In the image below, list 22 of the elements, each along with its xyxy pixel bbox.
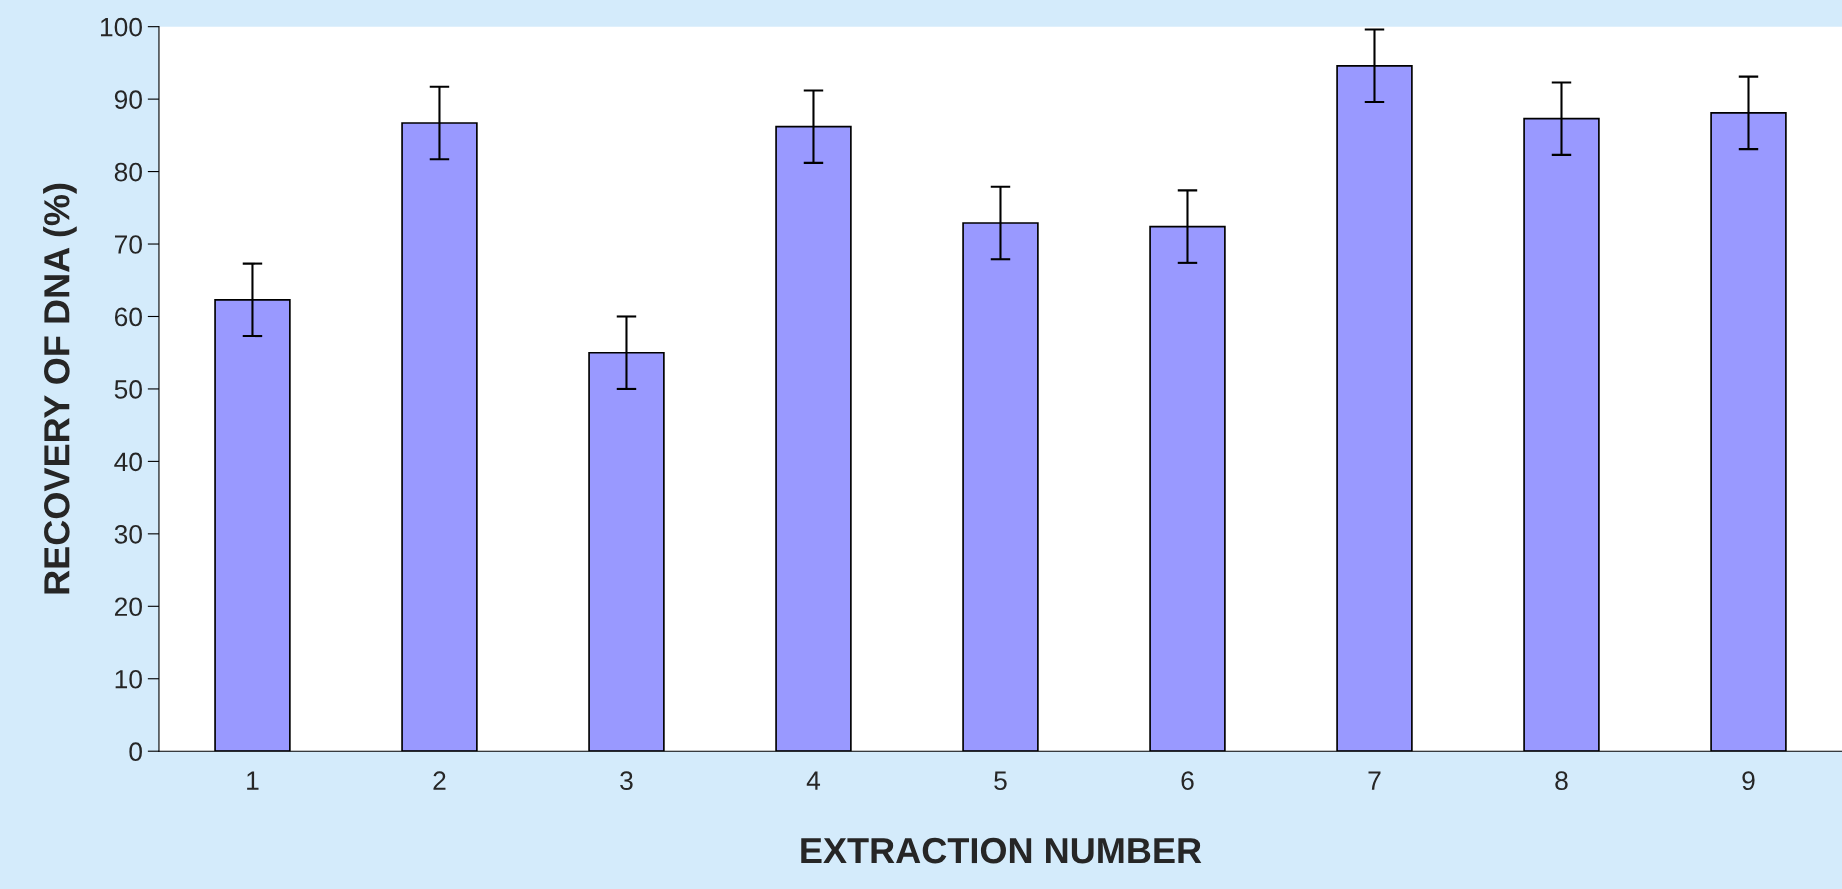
x-tick-label: 5 bbox=[994, 771, 1007, 791]
y-tick-label: 90 bbox=[114, 90, 142, 109]
y-tick-label: 70 bbox=[115, 235, 142, 254]
y-tick-label: 20 bbox=[114, 597, 142, 617]
x-tick-label: 7 bbox=[1368, 771, 1381, 790]
y-tick-label: 80 bbox=[114, 162, 142, 182]
y-tick-label: 100 bbox=[100, 17, 142, 37]
y-tick-label: 60 bbox=[114, 307, 142, 327]
x-tick-label: 1 bbox=[247, 771, 259, 790]
y-tick-label: 10 bbox=[115, 669, 142, 689]
y-tick-label: 30 bbox=[114, 524, 142, 544]
x-tick-label: 9 bbox=[1742, 771, 1755, 791]
x-tick-label: 6 bbox=[1181, 771, 1194, 791]
y-tick-label: 0 bbox=[129, 742, 142, 762]
x-tick-label: 8 bbox=[1555, 771, 1568, 791]
x-tick-label: 3 bbox=[620, 771, 633, 791]
y-tick-label: 40 bbox=[114, 452, 142, 472]
y-tick-label: 50 bbox=[114, 380, 142, 399]
x-axis-title: EXTRACTION NUMBER bbox=[801, 837, 1202, 864]
x-tick-label: 4 bbox=[806, 771, 821, 790]
x-tick-label: 2 bbox=[433, 771, 446, 790]
y-axis-title: RECOVERY OF DNA (%) bbox=[43, 183, 77, 594]
